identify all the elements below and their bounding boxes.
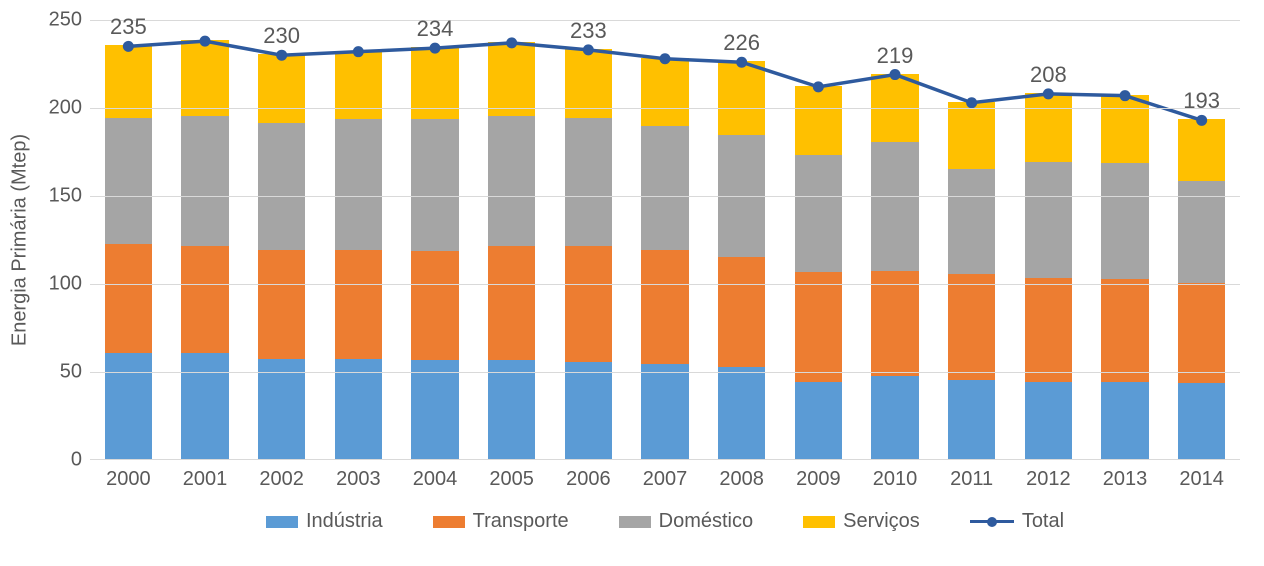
total-marker — [506, 37, 517, 48]
total-marker — [966, 97, 977, 108]
legend-label: Serviços — [843, 510, 920, 533]
legend-item: Transporte — [433, 510, 569, 533]
total-data-label: 233 — [570, 18, 607, 44]
legend-swatch — [433, 516, 465, 528]
total-marker — [353, 46, 364, 57]
total-marker — [430, 43, 441, 54]
x-tick-label: 2014 — [1179, 468, 1224, 491]
legend-item: Total — [970, 510, 1064, 533]
x-tick-label: 2013 — [1103, 468, 1148, 491]
gridline — [90, 20, 1240, 21]
x-tick-label: 2005 — [489, 468, 534, 491]
total-data-label: 230 — [263, 23, 300, 49]
total-marker — [736, 57, 747, 68]
total-data-label: 219 — [877, 43, 914, 69]
legend-swatch — [619, 516, 651, 528]
legend-label: Indústria — [306, 510, 383, 533]
legend-item: Indústria — [266, 510, 383, 533]
legend: Indústria Transporte Doméstico Serviços Tota… — [90, 510, 1240, 533]
x-tick-label: 2012 — [1026, 468, 1071, 491]
x-tick-label: 2008 — [719, 468, 764, 491]
energy-chart: Energia Primária (Mtep) Indústria Transpo… — [10, 10, 1254, 556]
y-tick-label: 0 — [22, 449, 82, 472]
gridline — [90, 284, 1240, 285]
x-tick-label: 2004 — [413, 468, 458, 491]
total-data-label: 235 — [110, 14, 147, 40]
x-tick-label: 2009 — [796, 468, 841, 491]
x-tick-label: 2011 — [950, 468, 993, 491]
y-tick-label: 200 — [22, 97, 82, 120]
total-marker — [890, 69, 901, 80]
total-marker — [660, 53, 671, 64]
total-marker — [1196, 115, 1207, 126]
x-tick-label: 2007 — [643, 468, 688, 491]
x-tick-label: 2000 — [106, 468, 151, 491]
total-marker — [200, 36, 211, 47]
plot-area — [90, 20, 1240, 460]
legend-label: Doméstico — [659, 510, 753, 533]
legend-label: Total — [1022, 510, 1064, 533]
gridline — [90, 372, 1240, 373]
total-marker — [123, 41, 134, 52]
y-tick-label: 100 — [22, 273, 82, 296]
gridline — [90, 108, 1240, 109]
legend-swatch — [266, 516, 298, 528]
x-tick-label: 2003 — [336, 468, 381, 491]
total-data-label: 226 — [723, 30, 760, 56]
total-data-label: 234 — [417, 16, 454, 42]
y-tick-label: 250 — [22, 9, 82, 32]
legend-swatch — [803, 516, 835, 528]
x-tick-label: 2001 — [183, 468, 228, 491]
legend-line-icon — [970, 520, 1014, 523]
gridline — [90, 196, 1240, 197]
x-tick-label: 2010 — [873, 468, 918, 491]
total-marker — [583, 44, 594, 55]
line-overlay — [90, 20, 1240, 459]
total-marker — [1043, 88, 1054, 99]
total-marker — [813, 81, 824, 92]
legend-item: Serviços — [803, 510, 920, 533]
legend-item: Doméstico — [619, 510, 753, 533]
total-marker — [276, 50, 287, 61]
x-tick-label: 2002 — [259, 468, 304, 491]
legend-line-marker — [987, 517, 997, 527]
legend-label: Transporte — [473, 510, 569, 533]
y-axis-title: Energia Primária (Mtep) — [9, 134, 32, 346]
y-tick-label: 50 — [22, 361, 82, 384]
total-data-label: 193 — [1183, 88, 1220, 114]
total-data-label: 208 — [1030, 62, 1067, 88]
total-marker — [1120, 90, 1131, 101]
y-tick-label: 150 — [22, 185, 82, 208]
x-tick-label: 2006 — [566, 468, 611, 491]
